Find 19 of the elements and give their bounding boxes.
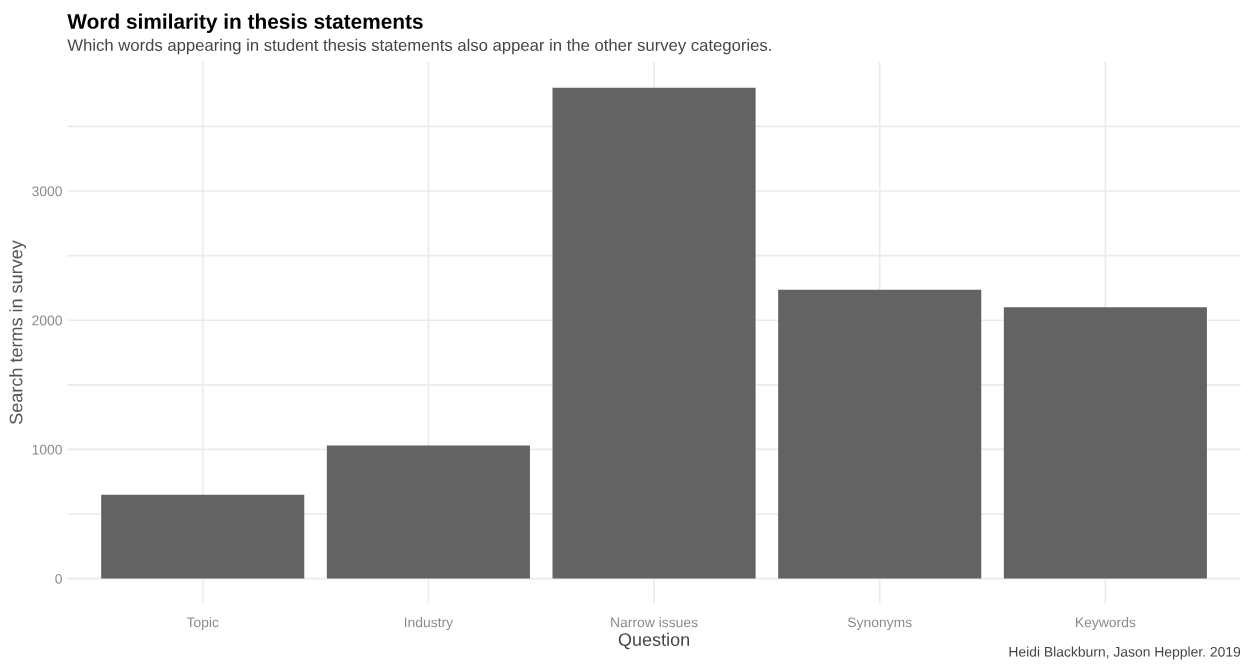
x-tick-label: Keywords: [1076, 617, 1136, 630]
chart-title: Word similarity in thesis statements: [67, 13, 423, 33]
y-tick-label: 3000: [32, 186, 62, 197]
x-tick-label: Topic: [186, 617, 219, 630]
y-axis-title: Search terms in survey: [9, 240, 27, 424]
chart-subtitle: Which words appearing in student thesis statements also appear in the other survey categories.: [67, 38, 771, 55]
y-tick-label: 0: [55, 573, 62, 584]
x-tick-label: Industry: [404, 617, 454, 630]
bar: [326, 445, 530, 579]
bar: [778, 289, 982, 579]
y-tick-label: 2000: [32, 315, 62, 326]
bar: [1003, 307, 1207, 579]
bar: [552, 87, 756, 579]
x-tick-label: Synonyms: [847, 617, 912, 630]
x-axis-title: Question: [618, 632, 690, 650]
text: Heidi Blackburn, Jason Heppler. 2019: [1009, 646, 1241, 660]
bar: [101, 494, 305, 579]
y-tick-label: 1000: [32, 444, 62, 455]
x-tick-label: Narrow issues: [611, 617, 698, 628]
